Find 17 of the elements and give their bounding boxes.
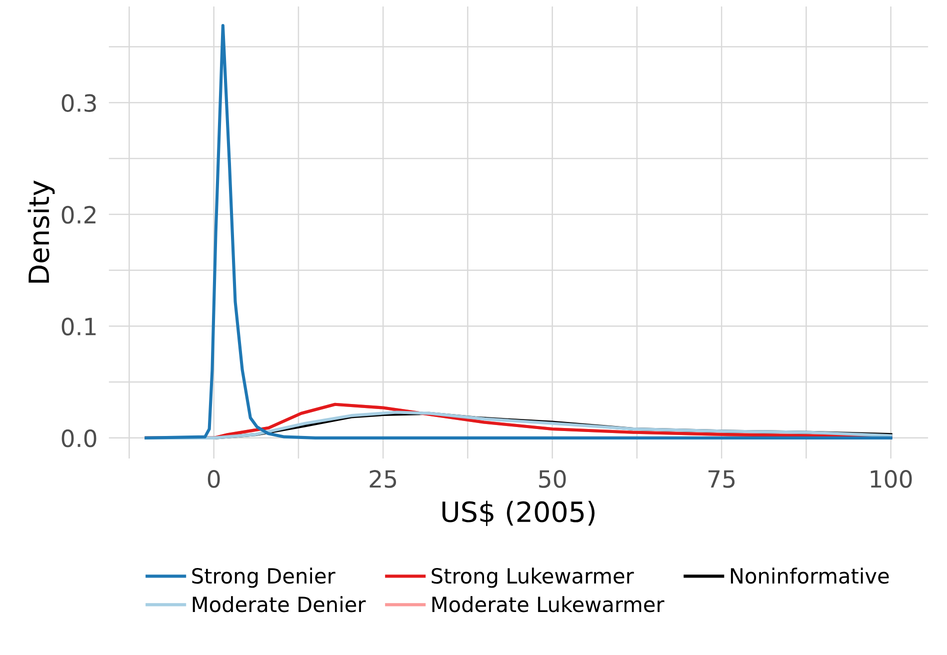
- legend-label: Noninformative: [730, 568, 889, 584]
- line-series: [144, 24, 892, 440]
- legend-label: Strong Denier: [192, 568, 336, 588]
- legend-label: Strong Lukewarmer: [432, 568, 634, 588]
- x-tick-label: 0: [208, 470, 220, 488]
- legend-label: Moderate Denier: [192, 596, 366, 612]
- y-tick-label: 0.2: [62, 206, 96, 224]
- x-tick-label: 50: [539, 470, 566, 488]
- legend-label: Moderate Lukewarmer: [432, 596, 664, 612]
- y-axis-title: Density: [28, 180, 55, 283]
- x-tick-label: 100: [870, 470, 912, 488]
- x-axis-title: US$ (2005): [442, 500, 595, 526]
- x-tick-label: 75: [708, 470, 735, 488]
- y-tick-label: 0.0: [62, 429, 96, 448]
- y-tick-label: 0.1: [62, 318, 96, 336]
- x-tick-label: 25: [370, 470, 396, 488]
- y-tick-label: 0.3: [62, 94, 96, 112]
